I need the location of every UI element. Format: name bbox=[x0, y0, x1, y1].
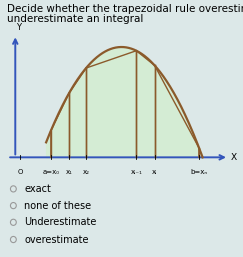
Text: Y: Y bbox=[17, 23, 21, 32]
Text: O: O bbox=[17, 169, 23, 175]
Text: Decide whether the trapezoidal rule overestimate or: Decide whether the trapezoidal rule over… bbox=[7, 4, 243, 14]
Text: Underestimate: Underestimate bbox=[24, 217, 97, 227]
Text: exact: exact bbox=[24, 184, 51, 194]
Text: a=x₀: a=x₀ bbox=[42, 169, 59, 175]
Text: none of these: none of these bbox=[24, 201, 91, 210]
Text: xᵢ₋₁: xᵢ₋₁ bbox=[130, 169, 142, 175]
Text: overestimate: overestimate bbox=[24, 235, 89, 244]
Text: x₁: x₁ bbox=[66, 169, 72, 175]
Text: xᵢ: xᵢ bbox=[152, 169, 157, 175]
Text: b=xₙ: b=xₙ bbox=[191, 169, 208, 175]
Text: X: X bbox=[231, 153, 237, 162]
Text: x₂: x₂ bbox=[83, 169, 90, 175]
Text: underestimate an integral: underestimate an integral bbox=[7, 14, 144, 24]
